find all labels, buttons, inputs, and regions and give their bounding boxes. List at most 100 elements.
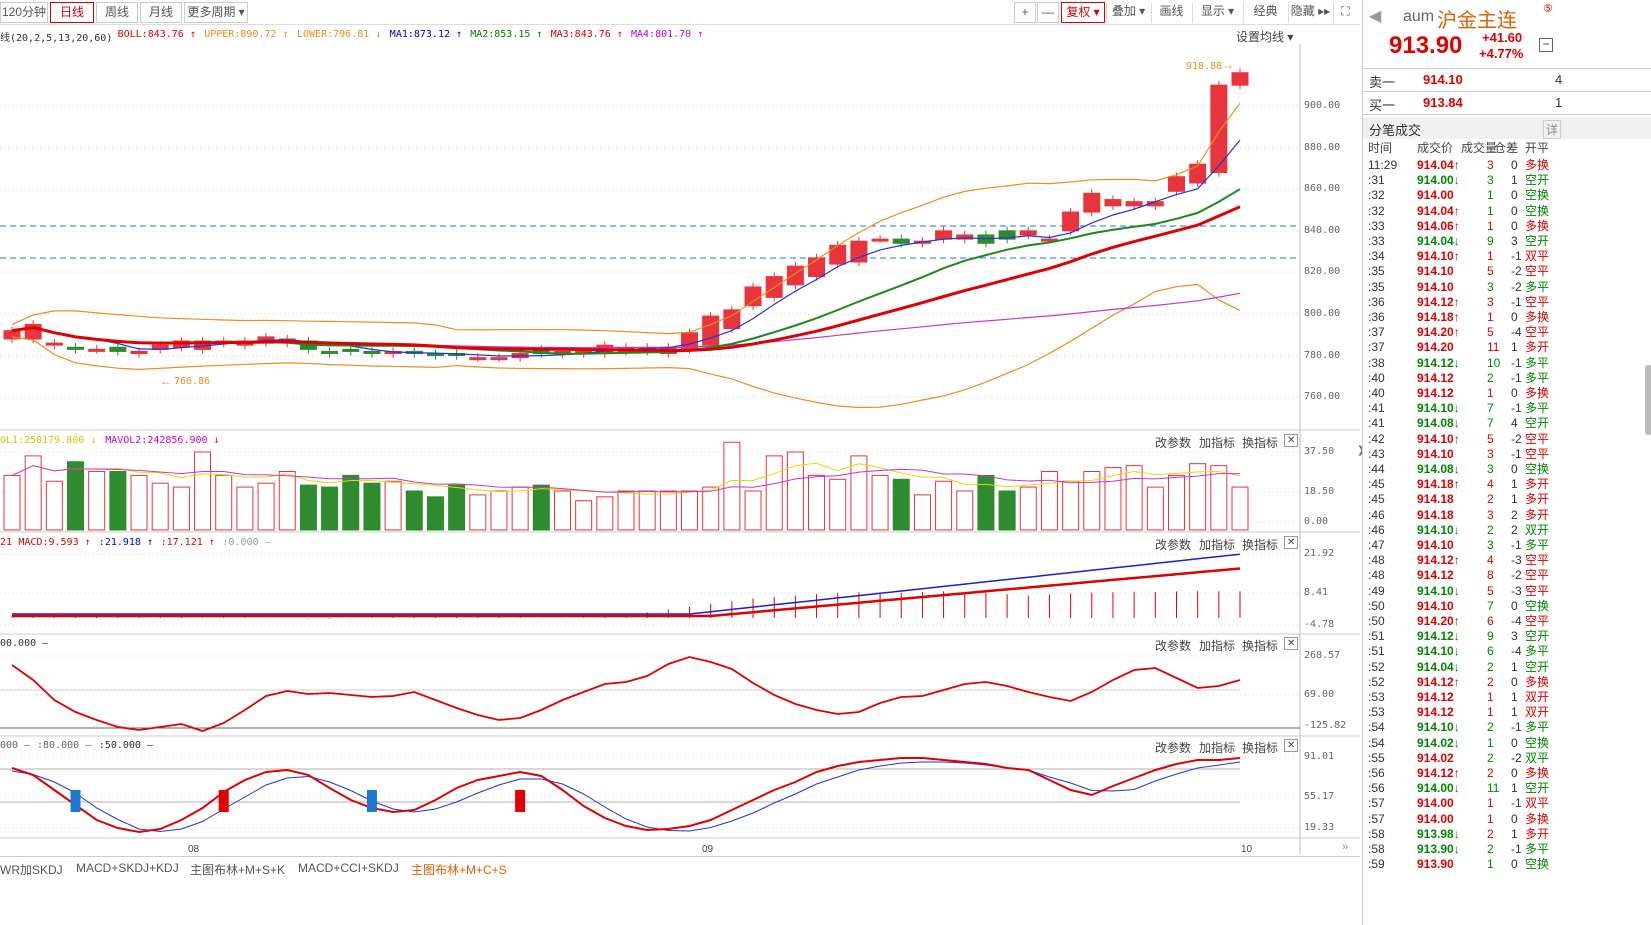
info-icon[interactable]: ⑤ [1543,3,1553,15]
trade-time: :55 [1368,750,1385,765]
tab-boll-m-c-s[interactable]: 主图布林+M+C+S [411,863,507,877]
close-panel-icon[interactable]: ✕ [1284,536,1299,549]
kdj-signal-marker [366,790,377,812]
add-indicator-button[interactable]: 加指标 [1199,538,1236,552]
trade-time: :54 [1368,735,1385,750]
trade-type: 双平 [1525,249,1550,264]
more-periods-dropdown[interactable]: 更多周期 ▾ [184,2,248,23]
switch-indicator-button[interactable]: 换指标 [1242,538,1279,552]
close-panel-icon[interactable]: ✕ [1284,739,1299,752]
period-120min-button[interactable]: 120分钟 [0,2,48,23]
fullscreen-icon[interactable]: ⛶ [1333,2,1357,23]
add-indicator-button[interactable]: 加指标 [1199,436,1236,450]
volume-bar [384,480,402,531]
switch-indicator-button[interactable]: 换指标 [1242,436,1279,450]
collapse-panel-icon[interactable]: ❯ [1357,445,1365,456]
trade-type: 双平 [1525,796,1550,811]
period-weekly-button[interactable]: 周线 [96,2,138,23]
adjust-rights-dropdown[interactable]: 复权 ▾ [1061,2,1105,23]
tab-macd-cci-skdj[interactable]: MACD+CCI+SKDJ [298,861,399,875]
trade-time: :41 [1368,401,1385,416]
volume-bar [1019,486,1037,531]
trade-price: 914.10↓ [1417,583,1460,598]
trade-type: 多换 [1525,766,1550,780]
trade-oi-change: 0 [1511,462,1518,476]
col-price: 成交价 [1417,141,1454,155]
period-monthly-button[interactable]: 月线 [140,2,182,23]
draw-line-button[interactable]: 画线 [1151,2,1191,23]
trade-oi-change: 0 [1511,811,1518,826]
trade-oi-change: 1 [1511,477,1518,492]
trade-price: 913.90 [1417,857,1454,872]
trade-time: :56 [1368,766,1385,780]
legend-item: :17.121 ↑ [160,537,215,548]
trade-price: 914.04↑ [1417,158,1460,172]
add-indicator-button[interactable]: 加指标 [1199,639,1236,653]
overlay-dropdown[interactable]: 叠加 ▾ [1106,2,1150,23]
volume-bar [342,474,360,531]
trade-row: :36 914.12↑ 3 -1 空平 [1363,295,1651,310]
kline-chart-area[interactable] [0,44,1360,854]
zoom-in-button[interactable]: + [1014,2,1036,23]
prev-contract-icon[interactable]: ◀ [1369,8,1382,25]
trade-oi-change: -1 [1511,401,1522,416]
candle [1167,176,1185,192]
close-panel-icon[interactable]: ✕ [1284,434,1299,447]
volume-bar [829,478,847,531]
edit-params-button[interactable]: 改参数 [1155,741,1192,755]
trade-oi-change: 1 [1511,173,1518,188]
trade-row: :57 914.00 1 -1 双平 [1363,796,1651,811]
volume-bar [575,500,593,531]
trade-price: 914.10↓ [1417,401,1460,416]
trade-type: 多平 [1525,355,1550,370]
tab-wr-skdj[interactable]: WR加SKDJ [0,863,63,877]
add-indicator-button[interactable]: 加指标 [1199,741,1236,755]
switch-indicator-button[interactable]: 换指标 [1242,639,1279,653]
trade-row: :53 914.12 1 1 双开 [1363,705,1651,720]
trade-time: :33 [1368,234,1385,248]
volume-bar [67,461,85,531]
trade-price: 913.90↓ [1417,842,1460,856]
trade-oi-change: -1 [1511,294,1522,309]
trade-volume: 2 [1487,674,1494,689]
volume-bar [469,494,487,531]
trade-price: 914.10↑ [1417,431,1460,446]
candle [1210,84,1228,174]
axis-label: 69.00 [1304,689,1335,700]
trade-row: :33 914.04↓ 9 3 空开 [1363,234,1651,249]
scroll-right-icon[interactable]: » [1342,841,1349,853]
ask-label: 卖一 [1369,75,1396,90]
set-ma-button[interactable]: 设置均线 ▾ [1236,30,1294,44]
zoom-out-button[interactable]: — [1037,2,1059,23]
candle [1083,192,1101,213]
tab-macd-skdj-kdj[interactable]: MACD+SKDJ+KDJ [76,861,179,875]
candle [808,257,826,278]
trade-time: :54 [1368,720,1385,735]
volume-bar [532,484,550,531]
trade-time: :35 [1368,279,1385,294]
tab-boll-m-s-k[interactable]: 主图布林+M+S+K [190,863,286,877]
trade-price: 914.12 [1417,568,1454,583]
switch-indicator-button[interactable]: 换指标 [1242,741,1279,755]
trade-time: :33 [1368,218,1385,233]
trade-time: :36 [1368,294,1385,309]
trade-price: 914.04↓ [1417,234,1460,248]
edit-params-button[interactable]: 改参数 [1155,639,1192,653]
trade-oi-change: 1 [1511,340,1518,355]
trade-time: :46 [1368,507,1385,522]
trade-type: 空换 [1525,462,1550,476]
display-dropdown[interactable]: 显示 ▾ [1192,2,1242,23]
hide-button[interactable]: 隐藏 ▸▸ [1288,2,1332,23]
close-panel-icon[interactable]: ✕ [1284,637,1299,650]
trade-price: 914.10 [1417,279,1454,294]
period-daily-button[interactable]: 日线 [50,2,94,23]
classic-button[interactable]: 经典 [1243,2,1287,23]
edit-params-button[interactable]: 改参数 [1155,538,1192,552]
trades-scrollbar[interactable] [1645,365,1651,435]
edit-params-button[interactable]: 改参数 [1155,436,1192,450]
trade-type: 多开 [1525,340,1550,355]
candle [1189,163,1207,184]
detail-button[interactable]: 详 [1543,120,1562,139]
minimize-icon[interactable]: − [1539,38,1553,52]
trade-volume: 6 [1487,614,1494,628]
